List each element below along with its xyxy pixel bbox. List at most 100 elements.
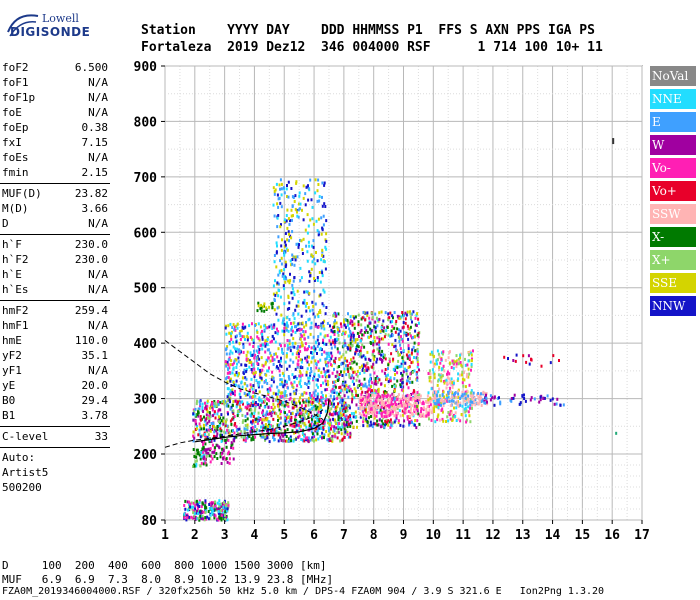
echo-point: [447, 392, 450, 396]
echo-point: [380, 325, 383, 329]
echo-point: [394, 338, 397, 342]
echo-point: [320, 232, 323, 236]
echo-point: [464, 414, 467, 418]
echo-point: [206, 399, 209, 403]
echo-point: [433, 372, 436, 376]
echo-point: [362, 384, 365, 388]
echo-point: [518, 402, 521, 406]
echo-point: [437, 373, 440, 377]
echo-point: [450, 366, 453, 369]
echo-point: [343, 367, 346, 371]
echo-point: [411, 398, 414, 402]
echo-point: [443, 369, 446, 373]
echo-point: [282, 186, 285, 190]
echo-point: [198, 432, 201, 436]
echo-point: [344, 330, 347, 334]
echo-point: [309, 274, 312, 278]
echo-point: [334, 418, 336, 422]
echo-point: [411, 312, 414, 316]
echo-point: [245, 368, 248, 371]
echo-point: [286, 428, 289, 432]
echo-point: [380, 337, 383, 341]
echo-point: [345, 364, 347, 368]
echo-point: [319, 309, 322, 312]
echo-point: [416, 404, 419, 408]
echo-point: [378, 338, 381, 341]
echo-point: [296, 411, 299, 415]
echo-point: [190, 505, 193, 509]
echo-point: [349, 347, 352, 351]
echo-point: [408, 356, 411, 360]
echo-point: [394, 373, 396, 376]
echo-point: [433, 394, 436, 397]
echo-point: [360, 382, 363, 386]
echo-point: [326, 322, 329, 325]
echo-point: [227, 438, 230, 442]
echo-point: [292, 279, 295, 283]
echo-point: [208, 406, 211, 410]
echo-point: [323, 420, 326, 424]
echo-point: [219, 401, 222, 405]
echo-point: [365, 410, 367, 414]
echo-point: [353, 382, 355, 386]
echo-point: [283, 394, 286, 398]
echo-point: [360, 337, 363, 341]
echo-point: [262, 424, 265, 428]
echo-point: [277, 273, 280, 277]
echo-point: [353, 322, 356, 326]
echo-point: [278, 423, 281, 427]
echo-point: [391, 325, 394, 328]
echo-point: [291, 204, 294, 208]
echo-point: [457, 395, 460, 399]
echo-point: [280, 378, 283, 382]
echo-point: [396, 327, 399, 331]
echo-point: [400, 399, 403, 403]
echo-point: [390, 423, 393, 427]
echo-point: [339, 407, 341, 411]
echo-point: [271, 370, 274, 374]
echo-point: [290, 416, 293, 419]
echo-point: [325, 232, 328, 236]
echo-point: [353, 396, 356, 400]
echo-point: [235, 379, 238, 383]
echo-point: [441, 367, 443, 371]
echo-point: [225, 364, 228, 368]
echo-point: [263, 380, 266, 384]
echo-point: [299, 279, 302, 283]
echo-point: [299, 424, 302, 428]
echo-point: [276, 216, 279, 220]
echo-point: [226, 371, 229, 375]
echo-point: [216, 425, 219, 428]
echo-point: [325, 239, 328, 243]
echo-point: [319, 280, 322, 284]
echo-point: [259, 433, 262, 437]
echo-point: [328, 355, 331, 359]
echo-point: [308, 345, 310, 349]
echo-point: [329, 418, 332, 422]
echo-point: [446, 372, 448, 376]
echo-point: [369, 333, 372, 337]
echo-point: [302, 400, 305, 404]
echo-point: [262, 412, 265, 416]
echo-point: [280, 244, 283, 248]
echo-point: [394, 365, 397, 369]
echo-point: [317, 183, 320, 186]
echo-point: [209, 513, 212, 517]
echo-point: [442, 350, 445, 354]
echo-point: [313, 399, 316, 403]
x-tick-label: 12: [485, 528, 501, 543]
echo-point: [290, 419, 293, 423]
echo-point: [436, 405, 438, 409]
echo-point: [551, 397, 554, 401]
echo-point: [299, 202, 302, 206]
echo-point: [250, 426, 253, 430]
echo-point: [250, 385, 253, 389]
echo-point: [483, 391, 486, 395]
echo-point: [282, 373, 285, 377]
echo-point: [401, 356, 404, 360]
echo-point: [313, 257, 316, 261]
echo-point: [201, 501, 204, 505]
echo-point: [206, 515, 209, 519]
echo-point: [183, 516, 186, 520]
echo-point: [354, 352, 357, 356]
